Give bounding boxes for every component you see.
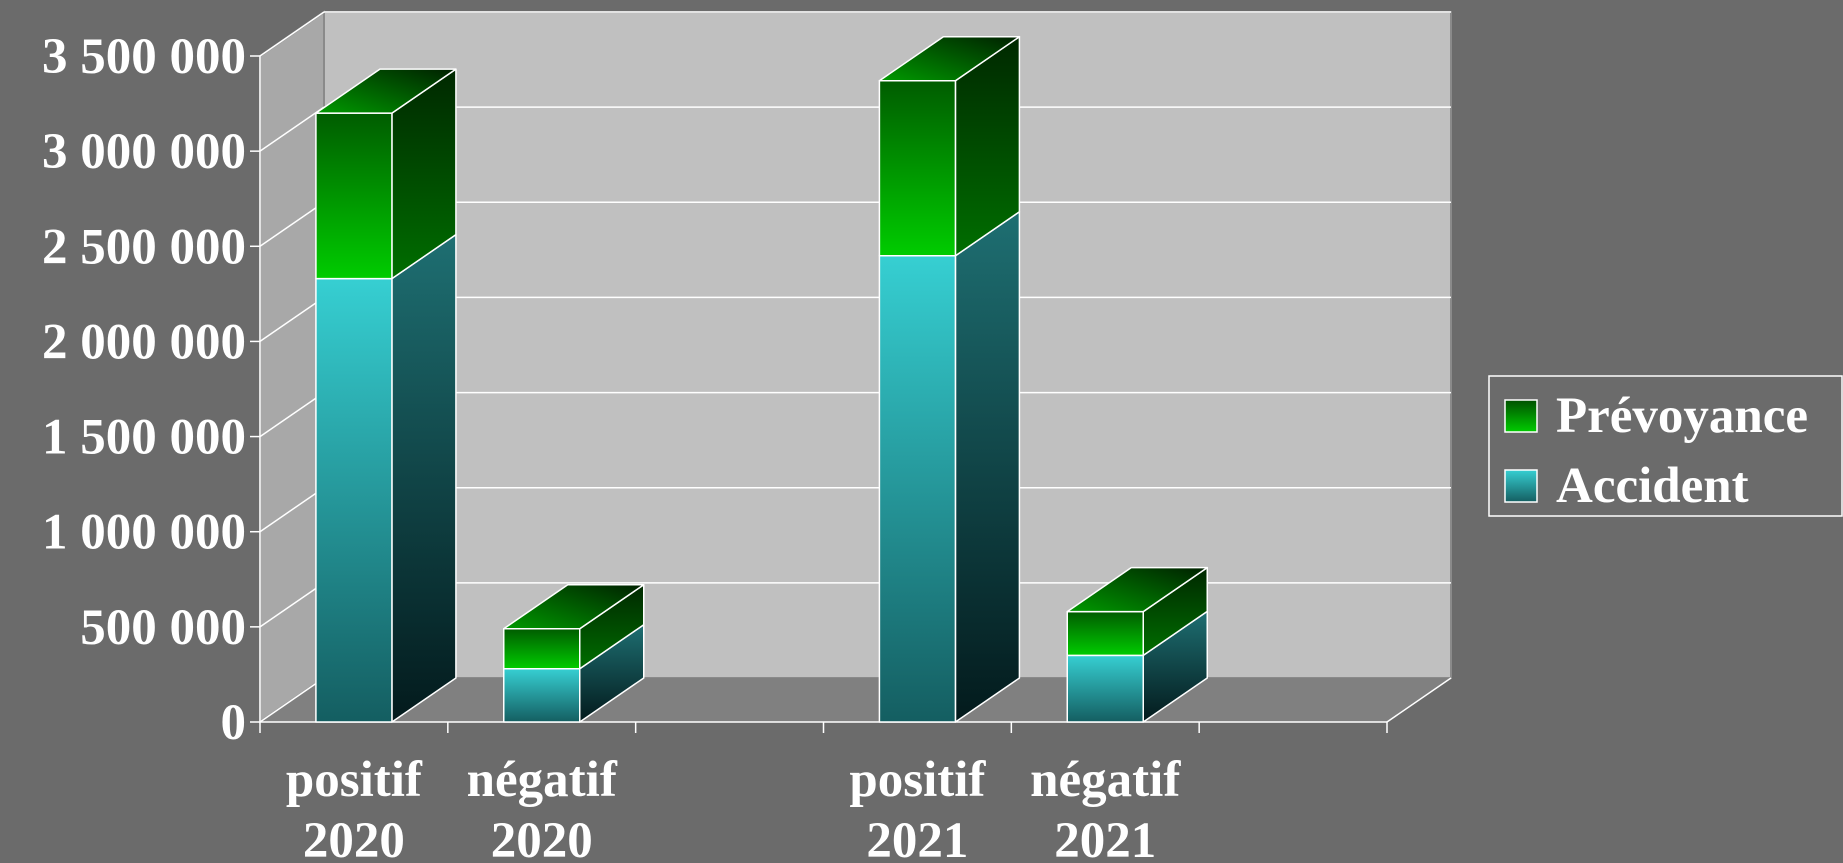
bar-segment-prevoyance bbox=[503, 584, 645, 670]
bar-top-face bbox=[1066, 566, 1208, 613]
bar-front-face bbox=[878, 79, 957, 257]
bar-front-face bbox=[1066, 610, 1144, 657]
bar-segment-prevoyance bbox=[878, 35, 1021, 257]
bar-side-face bbox=[954, 211, 1021, 723]
bar-segment-prevoyance bbox=[315, 68, 457, 280]
legend-box bbox=[1488, 375, 1843, 517]
gridline-side bbox=[259, 391, 325, 438]
bar-front-face bbox=[315, 277, 393, 723]
bar-side-face bbox=[391, 233, 457, 723]
bar-segment-accident bbox=[1066, 610, 1208, 723]
gridline-side bbox=[259, 487, 325, 533]
bars bbox=[315, 35, 1208, 723]
gridline-side bbox=[259, 106, 325, 152]
legend-swatch-prevoyance bbox=[1504, 399, 1538, 433]
gridline-side bbox=[259, 11, 325, 57]
side-wall bbox=[259, 10, 325, 724]
x-category-label: positif 2021 bbox=[849, 752, 986, 863]
legend-swatch-accident bbox=[1504, 469, 1538, 503]
bar-front-face bbox=[1066, 654, 1144, 723]
bar-top-face bbox=[878, 35, 1021, 82]
bar-segment-accident bbox=[878, 211, 1021, 723]
y-tick-label: 0 bbox=[221, 695, 247, 751]
y-tick-label: 2 000 000 bbox=[42, 314, 246, 370]
bar-segment-accident bbox=[503, 623, 645, 723]
y-tick-label: 1 000 000 bbox=[42, 505, 246, 561]
x-axis-depth-line bbox=[1386, 677, 1452, 723]
bar-top-face bbox=[503, 584, 645, 630]
legend: Prévoyance Accident bbox=[1488, 375, 1843, 517]
y-tick-label: 3 000 000 bbox=[42, 124, 246, 180]
bar-front-face bbox=[503, 667, 581, 723]
gridline-side bbox=[259, 677, 325, 723]
x-category-label: négatif 2020 bbox=[467, 752, 618, 863]
bar-front-face bbox=[878, 255, 957, 723]
y-tick-label: 1 500 000 bbox=[42, 410, 246, 466]
bar-front-face bbox=[315, 112, 393, 280]
gridline-side bbox=[259, 201, 325, 247]
x-category-label: négatif 2021 bbox=[1030, 752, 1181, 863]
x-category-label: positif 2020 bbox=[286, 752, 423, 863]
gridline-side bbox=[259, 296, 325, 343]
legend-label-accident: Accident bbox=[1556, 458, 1749, 514]
y-axis-tick-labels: 0 500 000 1 000 000 1 500 000 2 000 000 2 500… bbox=[42, 29, 246, 751]
y-tick-label: 3 500 000 bbox=[42, 29, 246, 85]
y-tick-label: 500 000 bbox=[80, 600, 246, 656]
gridline-side bbox=[259, 582, 325, 628]
bar-segment-accident bbox=[315, 233, 457, 723]
bar-segment-prevoyance bbox=[1066, 566, 1208, 657]
x-axis-category-labels: positif 2020 négatif 2020 positif 2021 négatif… bbox=[286, 752, 1181, 863]
bar-front-face bbox=[503, 628, 581, 670]
y-tick-label: 2 500 000 bbox=[42, 219, 246, 275]
axes bbox=[259, 56, 1452, 733]
bar-top-face bbox=[315, 68, 457, 114]
legend-label-prevoyance: Prévoyance bbox=[1556, 388, 1808, 444]
